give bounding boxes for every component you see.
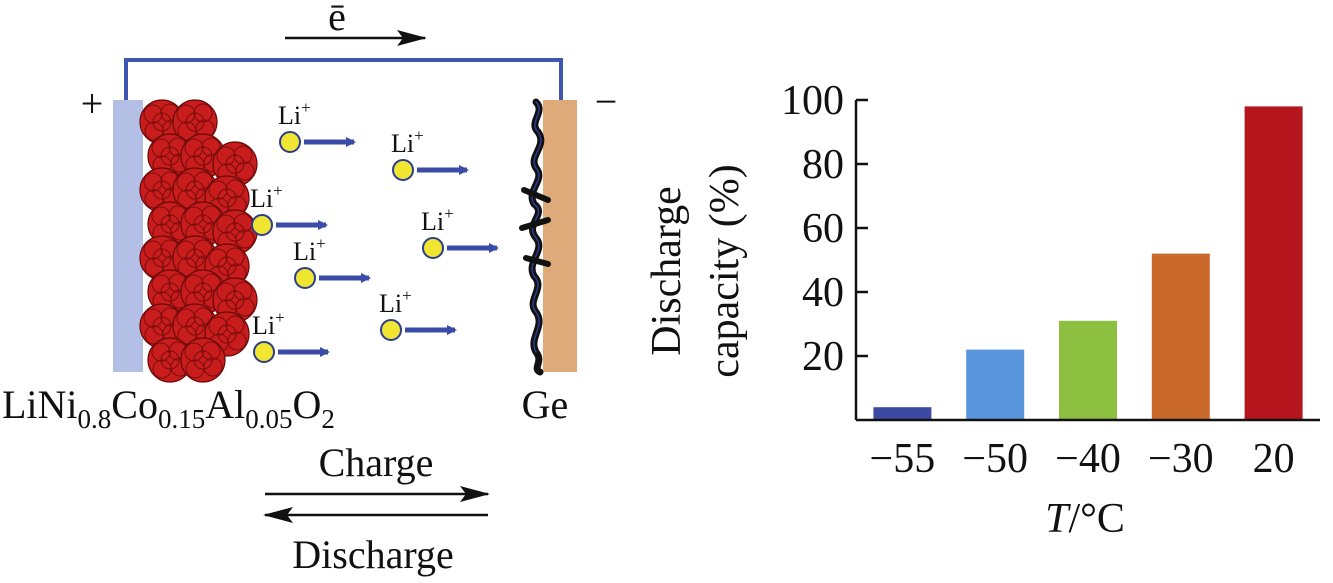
lithium-ion-label: Li+: [293, 234, 326, 266]
bars: [873, 106, 1303, 421]
anode-label: Ge: [522, 382, 569, 427]
y-tick-label: 60: [802, 206, 844, 252]
y-tick-label: 20: [802, 334, 844, 380]
cathode-label: LiNi0.8Co0.15Al0.05O2: [2, 382, 335, 434]
cathode-particle: [212, 141, 258, 187]
x-tick-label: −55: [870, 436, 936, 482]
lithium-ion-label: Li+: [391, 126, 424, 158]
electron-label: ē: [328, 0, 346, 39]
bar: [1059, 320, 1117, 420]
lithium-ion: Li+: [250, 181, 328, 236]
lithium-ion-label: Li+: [421, 204, 454, 236]
lithium-ion: Li+: [252, 308, 330, 363]
lithium-ion: Li+: [391, 126, 469, 181]
cathode-particle: [180, 337, 226, 383]
germanium-outline: [531, 101, 542, 353]
bar-chart: 20 40 60 80 100 −55 −50 −40 −30 20 Discharge cap…: [644, 78, 1320, 542]
bar: [873, 407, 932, 420]
y-axis-label-line1: Discharge: [644, 186, 690, 356]
lithium-ion: Li+: [278, 98, 356, 153]
bar: [1244, 106, 1303, 421]
anode-current-collector: [543, 100, 577, 372]
y-tick-label: 80: [802, 142, 844, 188]
x-tick-label: −30: [1148, 436, 1214, 482]
positive-sign: +: [81, 81, 104, 126]
y-axis: 20 40 60 80 100: [781, 78, 1320, 422]
germanium-clusters: [519, 187, 551, 267]
cathode-current-collector: [113, 100, 143, 372]
lithium-ion-label: Li+: [250, 181, 283, 213]
lithium-ion-label: Li+: [278, 98, 311, 130]
y-tick-label: 100: [781, 78, 844, 124]
cathode-particle: [147, 337, 193, 383]
bar: [966, 349, 1025, 420]
y-tick-label: 40: [802, 270, 844, 316]
x-tick-label: −40: [1055, 436, 1121, 482]
external-wire: [124, 58, 563, 100]
x-tick-label: −50: [962, 436, 1028, 482]
negative-sign: −: [595, 79, 618, 124]
x-tick-labels: −55 −50 −40 −30 20: [870, 436, 1295, 482]
y-axis-label-line2: capacity (%): [702, 164, 748, 377]
lithium-ions: Li+ Li+ Li+ Li+ Li+ Li+ Li+: [250, 98, 499, 363]
lithium-ion-label: Li+: [379, 286, 412, 318]
x-axis-label: T/°C: [1045, 496, 1125, 542]
lithium-ion: Li+: [379, 286, 457, 341]
discharge-label: Discharge: [292, 532, 453, 577]
x-tick-label: 20: [1253, 436, 1295, 482]
charge-label: Charge: [319, 440, 434, 485]
bar: [1151, 253, 1210, 420]
lithium-ion: Li+: [421, 204, 499, 259]
lithium-ion: Li+: [293, 234, 371, 289]
cathode-particles: [139, 99, 258, 383]
battery-diagram: ē + − Li+ Li+ Li+ Li+ Li+ Li+ Li+ LiNi0.8Co0.…: [2, 0, 617, 577]
lithium-ion-label: Li+: [252, 308, 285, 340]
